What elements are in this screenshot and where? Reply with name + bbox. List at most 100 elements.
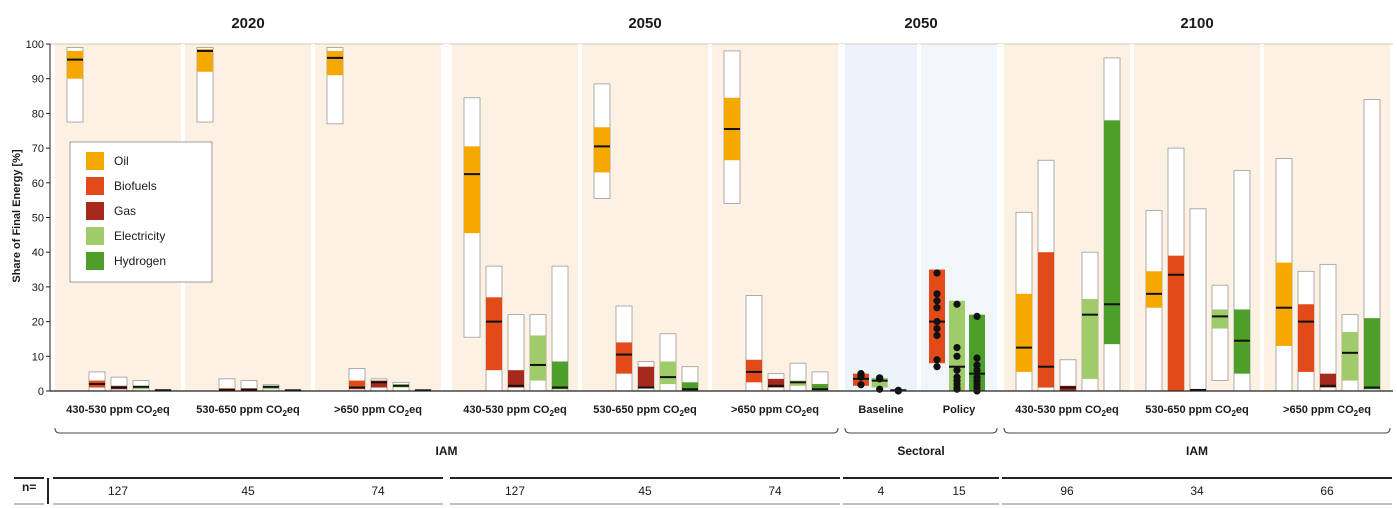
bar-p5-hydrogen-iqr	[812, 384, 828, 390]
bar-p3-gas-iqr	[508, 370, 524, 388]
n-value-3: 127	[505, 484, 525, 498]
bar-p4-electricity-iqr	[660, 361, 676, 385]
year-label-3: 2100	[1180, 15, 1213, 32]
bar-p7-biofuels-point-7	[933, 356, 941, 364]
legend-swatch-gas	[86, 202, 104, 220]
bar-p5-gas-iqr	[768, 378, 784, 388]
bar-p7-hydrogen-point-1	[973, 354, 981, 362]
bar-p4-oil-iqr	[594, 127, 610, 173]
n-row-label: n=	[22, 480, 36, 494]
bar-p7-biofuels-point-3	[933, 304, 941, 312]
x-category-labels: 430-530 ppm CO2eq 530-650 ppm CO2eq >650 p…	[66, 404, 1371, 418]
x-label-4: 530-650 ppm CO2eq	[593, 404, 697, 418]
x-label-9: 530-650 ppm CO2eq	[1145, 404, 1249, 418]
bar-p3-electricity-iqr	[530, 335, 546, 381]
x-label-6: Baseline	[858, 404, 903, 416]
x-label-5: >650 ppm CO2eq	[731, 404, 819, 418]
year-label-2: 2050	[904, 15, 937, 32]
bar-p2-gas-iqr	[371, 380, 387, 388]
legend-swatch-hydrogen	[86, 252, 104, 270]
y-axis-label: Share of Final Energy [%]	[11, 149, 23, 283]
bar-p5-electricity-range	[789, 362, 807, 392]
bar-p7-biofuels-point-6	[933, 331, 941, 340]
bar-p9-electricity-range	[1211, 284, 1229, 381]
legend-label-electricity: Electricity	[114, 229, 165, 243]
y-tick-label-50: 50	[32, 213, 44, 225]
legend-label-hydrogen: Hydrogen	[114, 254, 166, 268]
bar-p10-hydrogen-iqr	[1364, 318, 1380, 390]
x-label-8: 430-530 ppm CO2eq	[1015, 404, 1119, 418]
bar-p7-biofuels-point-5	[933, 324, 941, 333]
x-label-1: 530-650 ppm CO2eq	[196, 404, 300, 418]
bar-p7-biofuels-point-0	[933, 269, 941, 277]
panel-bg-6	[845, 44, 917, 391]
bar-p4-hydrogen-iqr	[682, 382, 698, 391]
bar-p7-hydrogen-iqr	[969, 314, 985, 391]
y-tick-label-80: 80	[32, 108, 44, 120]
n-value-9: 34	[1190, 484, 1204, 498]
bar-p7-biofuels-point-8	[933, 363, 941, 371]
legend-label-oil: Oil	[114, 154, 129, 168]
y-tick-label-30: 30	[32, 282, 44, 294]
bars-layer	[66, 47, 1381, 395]
y-tick-label-0: 0	[38, 386, 44, 398]
bar-p3-oil-iqr	[464, 146, 480, 234]
bar-p3-hydrogen-iqr	[552, 361, 568, 390]
year-label-0: 2020	[231, 15, 264, 32]
legend-label-gas: Gas	[114, 204, 136, 218]
bar-p9-oil-iqr	[1146, 271, 1162, 308]
bar-p7-biofuels-point-4	[933, 318, 941, 326]
x-label-10: >650 ppm CO2eq	[1283, 404, 1371, 418]
group-bracket-2	[1003, 427, 1391, 434]
group-bracket-1	[844, 427, 998, 434]
sample-size-row: n= 127 45 74 127 45 74 4 15 96 34 66	[14, 477, 1392, 505]
bar-p8-biofuels-iqr	[1038, 252, 1054, 388]
bar-p2-oil-iqr	[327, 50, 343, 76]
bar-p8-electricity-iqr	[1082, 299, 1098, 379]
group-label-0: IAM	[436, 444, 458, 458]
bar-p1-oil-iqr	[197, 49, 213, 72]
bar-p10-oil-iqr	[1276, 262, 1292, 346]
bar-p6-electricity-point-2	[876, 385, 884, 393]
bar-p4-biofuels-iqr	[616, 342, 632, 374]
x-label-2: >650 ppm CO2eq	[334, 404, 422, 418]
bar-p9-biofuels-iqr	[1168, 255, 1184, 391]
group-brackets: IAM Sectoral IAM	[54, 427, 1391, 458]
bar-p7-hydrogen-point-3	[973, 366, 981, 374]
bar-p8-oil-iqr	[1016, 293, 1032, 372]
legend-label-biofuels: Biofuels	[114, 179, 157, 193]
group-bracket-0	[54, 427, 839, 434]
bar-p6-electricity-point-1	[876, 375, 884, 383]
bar-p6-biofuels-point-2	[857, 373, 865, 381]
y-tick-label-40: 40	[32, 247, 44, 259]
n-value-8: 96	[1060, 484, 1074, 498]
x-label-3: 430-530 ppm CO2eq	[463, 404, 567, 418]
n-value-6: 4	[878, 484, 885, 498]
bar-p10-biofuels-iqr	[1298, 304, 1314, 372]
n-value-7: 15	[952, 484, 966, 498]
bar-p7-electricity-point-0	[953, 300, 961, 308]
bar-p10-gas-range	[1319, 263, 1337, 392]
y-axis: Share of Final Energy [%] 0 10 20 30 40 50 60 7…	[11, 39, 1393, 398]
bar-p0-oil-iqr	[67, 50, 83, 79]
x-label-7: Policy	[943, 404, 976, 416]
n-value-0: 127	[108, 484, 128, 498]
y-tick-label-10: 10	[32, 351, 44, 363]
n-value-5: 74	[768, 484, 782, 498]
bar-p10-electricity-iqr	[1342, 332, 1358, 381]
bar-p7-electricity-point-1	[953, 344, 961, 352]
bar-p7-biofuels-point-2	[933, 297, 941, 305]
bar-p8-hydrogen-iqr	[1104, 120, 1120, 345]
legend-swatch-electricity	[86, 227, 104, 245]
bar-p6-electricity-iqr	[871, 377, 888, 388]
group-label-2: IAM	[1186, 444, 1208, 458]
y-tick-label-70: 70	[32, 143, 44, 155]
bar-p7-electricity-point-3	[953, 366, 961, 374]
group-label-1: Sectoral	[897, 444, 944, 458]
bar-p6-biofuels-point-3	[857, 381, 865, 389]
bar-p7-electricity-point-2	[953, 352, 961, 360]
bar-p0-electricity-range	[132, 380, 150, 392]
bar-p9-electricity-iqr	[1212, 309, 1228, 329]
bar-p10-gas-iqr	[1320, 373, 1336, 388]
